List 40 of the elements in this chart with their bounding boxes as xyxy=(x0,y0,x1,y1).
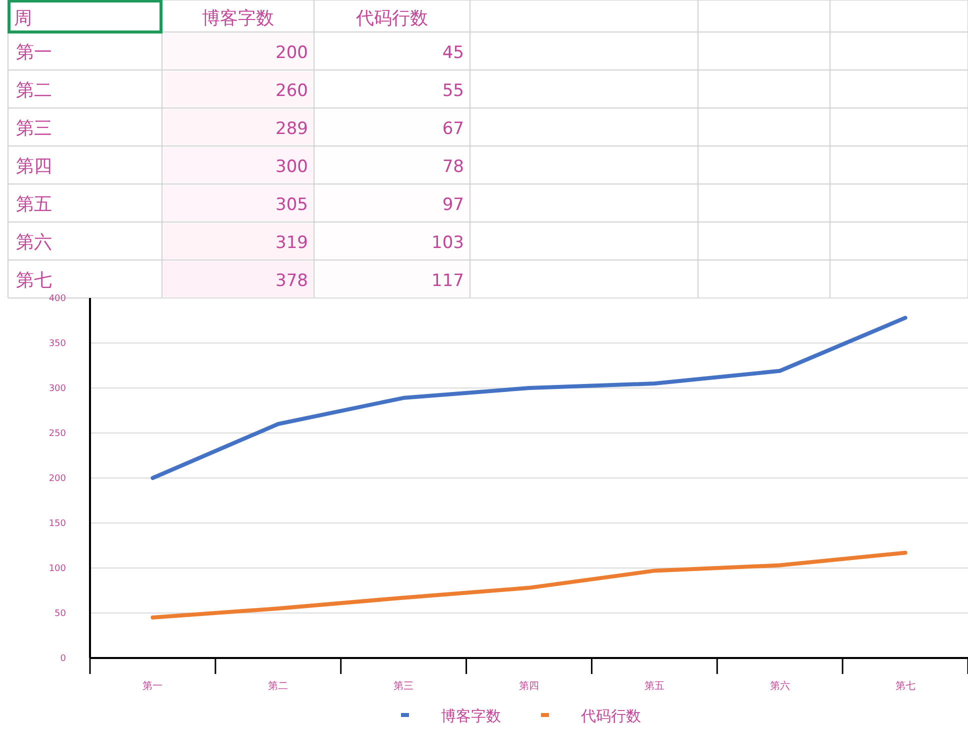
x-tick-label: 第六 xyxy=(770,680,790,692)
y-tick-label: 400 xyxy=(48,294,66,304)
data-label: 103 xyxy=(432,233,464,253)
x-tick-label: 第五 xyxy=(644,680,664,692)
y-tick-label: 第二 xyxy=(16,80,52,101)
legend-label: 博客字数 xyxy=(441,707,501,725)
y-tick-label: 200 xyxy=(48,474,66,484)
x-tick-label: 第二 xyxy=(268,680,288,692)
data-label: 305 xyxy=(276,195,308,215)
y-tick-label: 0 xyxy=(60,654,66,664)
text: 周 xyxy=(14,8,32,29)
data-label: 260 xyxy=(276,81,308,101)
x-tick-label: 第三 xyxy=(394,680,414,692)
y-tick-label: 第七 xyxy=(16,270,52,291)
data-label: 117 xyxy=(432,271,464,291)
legend-label: 代码行数 xyxy=(580,707,641,725)
y-tick-label: 第六 xyxy=(16,232,52,253)
y-tick-label: 第三 xyxy=(16,118,52,139)
data-label: 45 xyxy=(442,43,464,63)
y-tick-label: 100 xyxy=(48,564,66,574)
y-tick-label: 350 xyxy=(48,339,66,349)
data-label: 55 xyxy=(442,81,464,101)
data-label: 78 xyxy=(442,157,464,177)
data-label: 97 xyxy=(442,195,464,215)
y-tick-label: 第一 xyxy=(16,42,52,63)
data-label: 300 xyxy=(276,157,308,177)
x-tick-label: 第一 xyxy=(142,680,163,692)
data-label: 378 xyxy=(276,271,308,291)
data-label: 67 xyxy=(442,119,464,139)
y-tick-label: 150 xyxy=(48,519,66,529)
data-label: 289 xyxy=(276,119,308,139)
y-tick-label: 300 xyxy=(48,384,66,394)
y-tick-label: 第五 xyxy=(16,194,52,215)
data-label: 200 xyxy=(276,43,308,63)
y-tick-label: 250 xyxy=(48,429,66,439)
x-tick-label: 第七 xyxy=(895,680,916,692)
x-tick-label: 第四 xyxy=(519,680,539,692)
y-tick-label: 第四 xyxy=(16,156,52,177)
y-tick-label: 50 xyxy=(54,609,66,619)
data-label: 319 xyxy=(276,233,308,253)
